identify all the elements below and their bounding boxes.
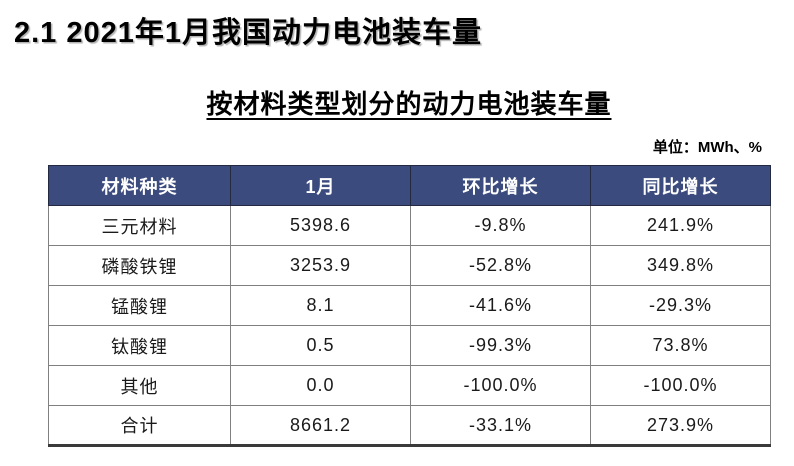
table-cell-material: 磷酸铁锂 <box>48 245 231 286</box>
table-row: 磷酸铁锂 3253.9 -52.8% 349.8% <box>48 245 771 286</box>
table-cell-january: 0.5 <box>230 325 411 366</box>
column-header: 环比增长 <box>410 165 591 206</box>
column-header: 材料种类 <box>48 165 231 206</box>
table-body: 三元材料 5398.6 -9.8% 241.9% 磷酸铁锂 3253.9 -52.8% 349… <box>48 205 771 446</box>
table-cell-january: 8661.2 <box>230 405 411 446</box>
table-row: 钛酸锂 0.5 -99.3% 73.8% <box>48 325 771 366</box>
table-row: 其他 0.0 -100.0% -100.0% <box>48 365 771 406</box>
table-title-text: 按材料类型划分的动力电池装车量 <box>206 89 612 119</box>
table-cell-january: 3253.9 <box>230 245 411 286</box>
table-cell-mom_growth: -33.1% <box>410 405 591 446</box>
table-cell-yoy_growth: 349.8% <box>590 245 771 286</box>
table-cell-mom_growth: -99.3% <box>410 325 591 366</box>
table-cell-mom_growth: -100.0% <box>410 365 591 406</box>
table-cell-material: 其他 <box>48 365 231 406</box>
table-cell-mom_growth: -41.6% <box>410 285 591 326</box>
table-cell-material: 锰酸锂 <box>48 285 231 326</box>
unit-label: 单位：MWh、% <box>652 139 762 156</box>
battery-installation-table: 材料种类 1月 环比增长 同比增长 三元材料 5398.6 -9.8% 241.9% 磷酸铁锂… <box>48 165 771 447</box>
table-cell-january: 0.0 <box>230 365 411 406</box>
table-cell-yoy_growth: -29.3% <box>590 285 771 326</box>
table-title: 按材料类型划分的动力电池装车量 <box>48 84 770 121</box>
column-header: 1月 <box>230 165 411 206</box>
table-cell-january: 8.1 <box>230 285 411 326</box>
table-cell-yoy_growth: 273.9% <box>590 405 771 446</box>
column-header: 同比增长 <box>590 165 771 206</box>
table-cell-mom_growth: -52.8% <box>410 245 591 286</box>
table-row: 三元材料 5398.6 -9.8% 241.9% <box>48 205 771 246</box>
table-cell-material: 合计 <box>48 405 231 446</box>
page-title: 2.1 2021年1月我国动力电池装车量 <box>14 17 483 49</box>
table-cell-yoy_growth: 73.8% <box>590 325 771 366</box>
table-header: 材料种类 1月 环比增长 同比增长 <box>48 165 771 206</box>
table-row: 锰酸锂 8.1 -41.6% -29.3% <box>48 285 771 326</box>
table-cell-material: 钛酸锂 <box>48 325 231 366</box>
table-cell-mom_growth: -9.8% <box>410 205 591 246</box>
table-row: 合计 8661.2 -33.1% 273.9% <box>48 405 771 446</box>
table-cell-yoy_growth: 241.9% <box>590 205 771 246</box>
table-header-row: 材料种类 1月 环比增长 同比增长 <box>48 165 771 206</box>
table-cell-material: 三元材料 <box>48 205 231 246</box>
table-cell-yoy_growth: -100.0% <box>590 365 771 406</box>
table-cell-january: 5398.6 <box>230 205 411 246</box>
